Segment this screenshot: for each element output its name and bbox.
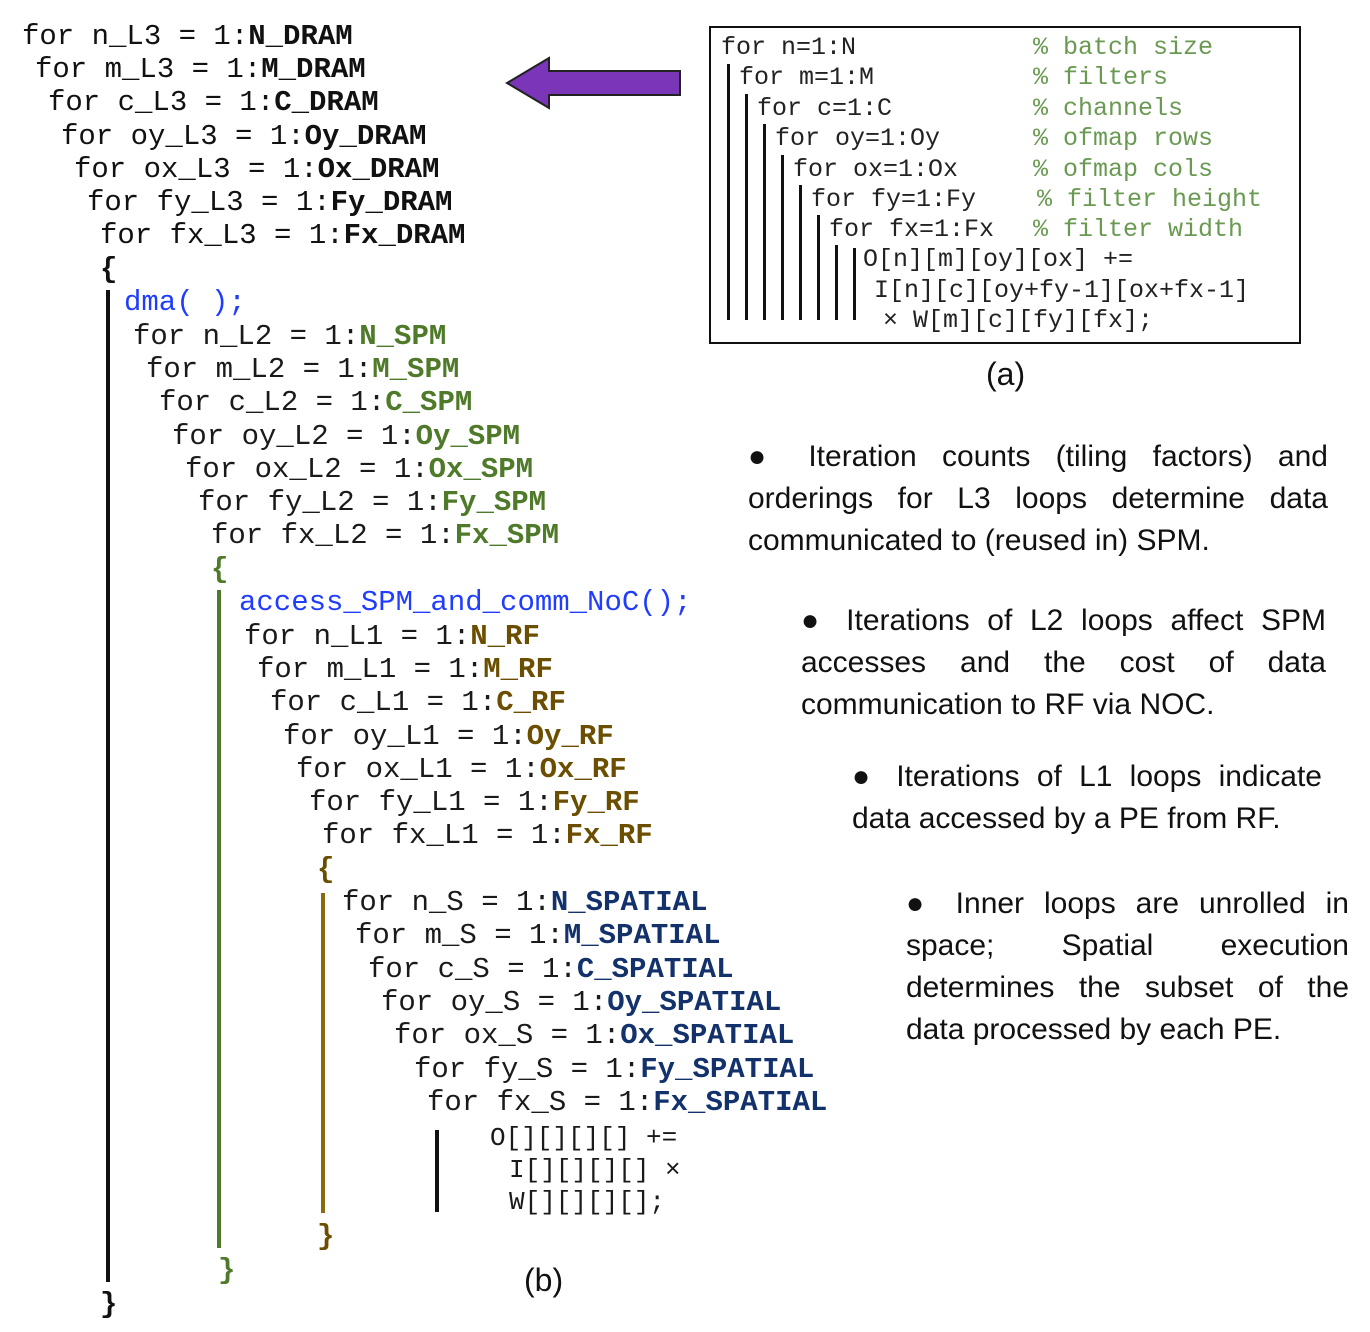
l2-loop-oy: for oy_L2 = 1:Oy_SPM xyxy=(172,420,521,453)
l1-loop-fx: for fx_L1 = 1:Fx_RF xyxy=(322,819,653,852)
l3-loop-ox: for ox_L3 = 1:Ox_DRAM xyxy=(74,153,440,186)
naive-scope-bar-2 xyxy=(745,94,748,320)
naive-comment-c: % channels xyxy=(1033,94,1184,123)
naive-mac-output: O[n][m][oy][ox] += xyxy=(863,245,1134,274)
l2-open-brace: { xyxy=(211,553,229,586)
l2-loop-m: for m_L2 = 1:M_SPM xyxy=(146,353,460,386)
spatial-loop-c: for c_S = 1:C_SPATIAL xyxy=(368,953,734,986)
l3-loop-oy: for oy_L3 = 1:Oy_DRAM xyxy=(61,120,427,153)
naive-loop-n: for n=1:N xyxy=(721,33,857,62)
l3-loop-c: for c_L3 = 1:C_DRAM xyxy=(48,86,379,119)
spatial-loop-fy: for fy_S = 1:Fy_SPATIAL xyxy=(414,1053,815,1086)
naive-loop-ox: for ox=1:Ox xyxy=(793,155,959,184)
naive-loop-fy: for fy=1:Fy xyxy=(811,185,977,214)
mac-input-line: I[][][][] × xyxy=(509,1155,681,1185)
mac-weight-line: W[][][][]; xyxy=(509,1187,666,1217)
naive-scope-bar-8 xyxy=(853,248,856,320)
l1-close-brace: } xyxy=(317,1220,335,1253)
note-l1-loops: ● Iterations of L1 loops indicate data a… xyxy=(852,760,1322,835)
naive-comment-ox: % ofmap cols xyxy=(1033,155,1214,184)
naive-loop-oy: for oy=1:Oy xyxy=(775,124,941,153)
spatial-loop-n: for n_S = 1:N_SPATIAL xyxy=(342,886,708,919)
naive-loop-fx: for fx=1:Fx xyxy=(829,215,995,244)
arrow-left-icon xyxy=(505,56,681,110)
mac-output-line: O[][][][] += xyxy=(490,1123,678,1153)
l2-loop-ox: for ox_L2 = 1:Ox_SPM xyxy=(185,453,534,486)
l1-loop-ox: for ox_L1 = 1:Ox_RF xyxy=(296,753,627,786)
naive-comment-oy: % ofmap rows xyxy=(1033,124,1214,153)
spatial-loop-ox: for ox_S = 1:Ox_SPATIAL xyxy=(394,1019,795,1052)
l3-open-brace: { xyxy=(100,253,118,286)
caption-a: (a) xyxy=(986,356,1026,392)
naive-loop-m: for m=1:M xyxy=(739,63,875,92)
l2-close-brace: } xyxy=(218,1254,236,1287)
spatial-scope-bar xyxy=(435,1130,439,1212)
l2-loop-n: for n_L2 = 1:N_SPM xyxy=(133,320,447,353)
l2-scope-bar xyxy=(217,590,221,1248)
naive-loop-nest-box: for n=1:N % batch size for m=1:M % filte… xyxy=(709,26,1301,344)
naive-comment-m: % filters xyxy=(1033,63,1169,92)
naive-comment-fy: % filter height xyxy=(1037,185,1263,214)
spatial-loop-oy: for oy_S = 1:Oy_SPATIAL xyxy=(381,986,782,1019)
l3-close-brace: } xyxy=(100,1288,118,1321)
note-l3-loops: ● Iteration counts (tiling factors) and … xyxy=(748,440,1328,557)
naive-loop-c: for c=1:C xyxy=(757,94,893,123)
l2-loop-c: for c_L2 = 1:C_SPM xyxy=(159,386,473,419)
naive-scope-bar-6 xyxy=(817,215,820,320)
naive-scope-bar-5 xyxy=(799,185,802,320)
access-spm-noc-call: access_SPM_and_comm_NoC(); xyxy=(239,586,692,619)
l3-loop-n: for n_L3 = 1:N_DRAM xyxy=(22,20,353,53)
naive-comment-fx: % filter width xyxy=(1033,215,1244,244)
l1-open-brace: { xyxy=(317,853,335,886)
spatial-loop-m: for m_S = 1:M_SPATIAL xyxy=(355,919,721,952)
l1-loop-m: for m_L1 = 1:M_RF xyxy=(257,653,553,686)
l3-loop-m: for m_L3 = 1:M_DRAM xyxy=(35,53,366,86)
l1-loop-c: for c_L1 = 1:C_RF xyxy=(270,686,566,719)
naive-scope-bar-7 xyxy=(835,245,838,320)
spatial-loop-fx: for fx_S = 1:Fx_SPATIAL xyxy=(427,1086,828,1119)
naive-comment-n: % batch size xyxy=(1033,33,1214,62)
naive-scope-bar-4 xyxy=(781,155,784,320)
l3-loop-fy: for fy_L3 = 1:Fy_DRAM xyxy=(87,186,453,219)
l3-scope-bar xyxy=(106,290,110,1282)
naive-mac-input: I[n][c][oy+fy-1][ox+fx-1] xyxy=(874,276,1250,305)
l3-loop-fx: for fx_L3 = 1:Fx_DRAM xyxy=(100,219,466,252)
l1-loop-fy: for fy_L1 = 1:Fy_RF xyxy=(309,786,640,819)
l2-loop-fx: for fx_L2 = 1:Fx_SPM xyxy=(211,519,560,552)
note-spatial-loops: ● Inner loops are unrolled in space; Spa… xyxy=(906,887,1349,1046)
l1-scope-bar xyxy=(321,893,325,1213)
dma-call: dma( ); xyxy=(124,286,246,319)
note-l2-loops: ● Iterations of L2 loops affect SPM acce… xyxy=(801,604,1326,721)
caption-b: (b) xyxy=(524,1262,564,1298)
l1-loop-n: for n_L1 = 1:N_RF xyxy=(244,620,540,653)
l1-loop-oy: for oy_L1 = 1:Oy_RF xyxy=(283,720,614,753)
naive-scope-bar-3 xyxy=(763,124,766,320)
naive-mac-weight: × W[m][c][fy][fx]; xyxy=(883,306,1154,335)
l2-loop-fy: for fy_L2 = 1:Fy_SPM xyxy=(198,486,547,519)
naive-scope-bar-1 xyxy=(727,64,730,320)
